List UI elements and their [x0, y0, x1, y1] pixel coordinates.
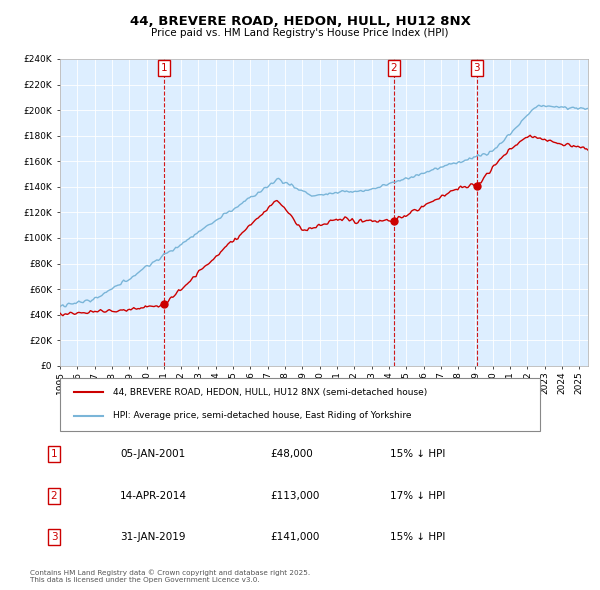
- Text: 44, BREVERE ROAD, HEDON, HULL, HU12 8NX (semi-detached house): 44, BREVERE ROAD, HEDON, HULL, HU12 8NX …: [113, 388, 427, 397]
- Text: 1: 1: [161, 63, 167, 73]
- Text: 14-APR-2014: 14-APR-2014: [120, 491, 187, 500]
- Text: 17% ↓ HPI: 17% ↓ HPI: [390, 491, 445, 500]
- Text: Contains HM Land Registry data © Crown copyright and database right 2025.
This d: Contains HM Land Registry data © Crown c…: [30, 569, 310, 583]
- Text: 05-JAN-2001: 05-JAN-2001: [120, 450, 185, 459]
- Text: £113,000: £113,000: [270, 491, 319, 500]
- Text: 1: 1: [50, 450, 58, 459]
- Text: 44, BREVERE ROAD, HEDON, HULL, HU12 8NX: 44, BREVERE ROAD, HEDON, HULL, HU12 8NX: [130, 15, 470, 28]
- Text: 15% ↓ HPI: 15% ↓ HPI: [390, 450, 445, 459]
- Text: £48,000: £48,000: [270, 450, 313, 459]
- Text: £141,000: £141,000: [270, 532, 319, 542]
- Text: 2: 2: [50, 491, 58, 500]
- Text: 3: 3: [473, 63, 480, 73]
- Text: 15% ↓ HPI: 15% ↓ HPI: [390, 532, 445, 542]
- FancyBboxPatch shape: [60, 378, 540, 431]
- Text: 31-JAN-2019: 31-JAN-2019: [120, 532, 185, 542]
- Text: Price paid vs. HM Land Registry's House Price Index (HPI): Price paid vs. HM Land Registry's House …: [151, 28, 449, 38]
- Text: 2: 2: [391, 63, 397, 73]
- Text: 3: 3: [50, 532, 58, 542]
- Text: HPI: Average price, semi-detached house, East Riding of Yorkshire: HPI: Average price, semi-detached house,…: [113, 411, 412, 420]
